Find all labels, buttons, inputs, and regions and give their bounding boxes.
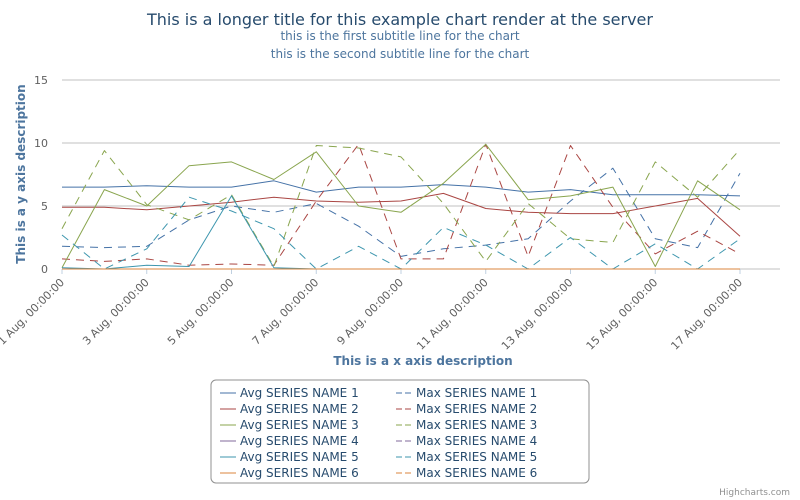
- legend-item[interactable]: Avg SERIES NAME 1: [240, 386, 359, 400]
- legend-item[interactable]: Max SERIES NAME 3: [416, 418, 537, 432]
- legend-box: [210, 379, 590, 484]
- series-line[interactable]: [61, 143, 741, 266]
- x-tick-label: 1 Aug, 00:00:00: [0, 276, 67, 348]
- series-line[interactable]: [62, 192, 741, 237]
- x-tick-label: 3 Aug, 00:00:00: [80, 276, 152, 348]
- legend-item[interactable]: Max SERIES NAME 2: [416, 402, 537, 416]
- series-line[interactable]: [62, 180, 741, 197]
- legend[interactable]: Avg SERIES NAME 1 Max SERIES NAME 1 Avg SE…: [210, 379, 590, 484]
- x-axis-title: This is a x axis description: [333, 354, 512, 368]
- series-lines: [61, 143, 741, 270]
- credits-link[interactable]: Highcharts.com: [719, 488, 790, 498]
- x-tick-label: 11 Aug, 00:00:00: [414, 276, 491, 353]
- chart-subtitle-1: this is the first subtitle line for the …: [280, 29, 519, 43]
- x-tick-label: 7 Aug, 00:00:00: [250, 276, 322, 348]
- gridlines: [62, 79, 780, 270]
- legend-item[interactable]: Max SERIES NAME 1: [416, 386, 537, 400]
- series-line[interactable]: [61, 143, 741, 268]
- legend-item[interactable]: Max SERIES NAME 4: [416, 434, 537, 448]
- y-tick-label: 15: [34, 74, 48, 87]
- x-tick-label: 15 Aug, 00:00:00: [584, 276, 661, 353]
- x-tick-label: 13 Aug, 00:00:00: [499, 276, 576, 353]
- y-tick-label: 5: [41, 200, 48, 213]
- legend-item[interactable]: Avg SERIES NAME 3: [240, 418, 359, 432]
- x-tick-label: 17 Aug, 00:00:00: [668, 276, 745, 353]
- series-line[interactable]: [61, 167, 741, 257]
- y-axis-title: This is a y axis description: [14, 84, 28, 263]
- legend-item[interactable]: Avg SERIES NAME 5: [240, 450, 359, 464]
- x-tick-label: 5 Aug, 00:00:00: [165, 276, 237, 348]
- chart-subtitle-2: this is the second subtitle line for the…: [271, 47, 530, 61]
- y-tick-label: 10: [34, 137, 48, 150]
- y-tick-label: 0: [41, 263, 48, 276]
- legend-item[interactable]: Avg SERIES NAME 2: [240, 402, 359, 416]
- legend-item[interactable]: Max SERIES NAME 6: [416, 466, 537, 480]
- legend-item[interactable]: Avg SERIES NAME 4: [240, 434, 359, 448]
- legend-item[interactable]: Max SERIES NAME 5: [416, 450, 537, 464]
- x-tick-label: 9 Aug, 00:00:00: [334, 276, 406, 348]
- y-tick-labels: 0 5 10 15: [34, 74, 48, 276]
- legend-item[interactable]: Avg SERIES NAME 6: [240, 466, 359, 480]
- x-tick-labels: 1 Aug, 00:00:00 3 Aug, 00:00:00 5 Aug, 00:…: [0, 269, 745, 353]
- chart-title: This is a longer title for this example …: [146, 10, 653, 29]
